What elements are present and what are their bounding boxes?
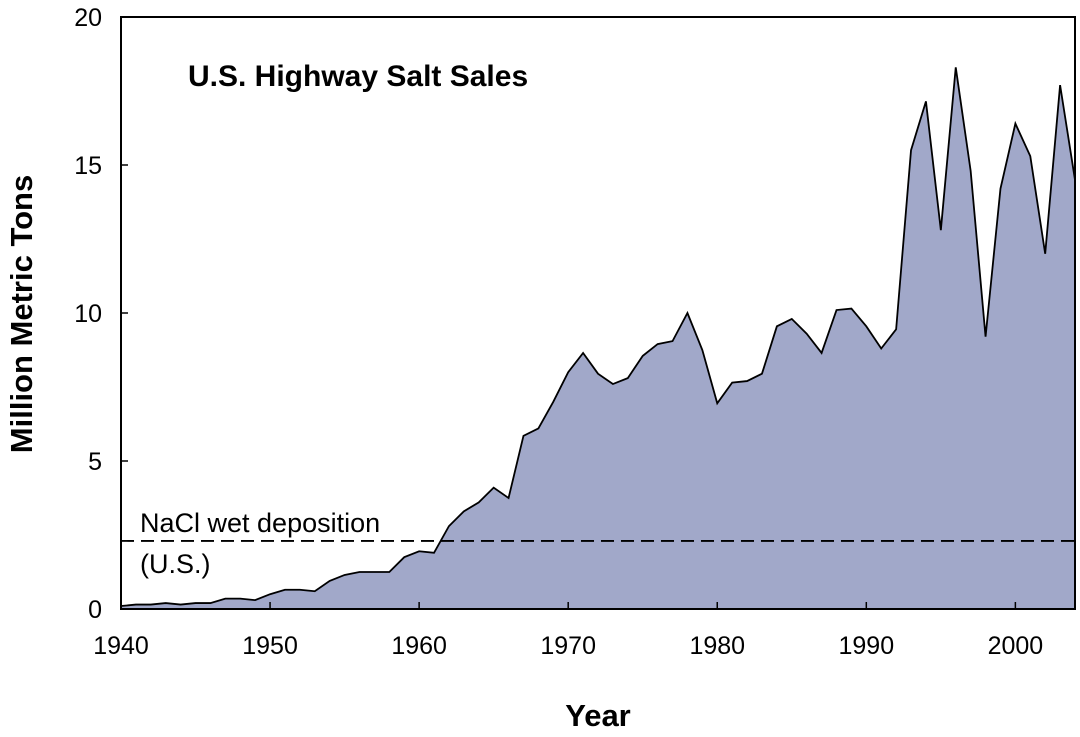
x-tick-label: 2000 [988,632,1044,660]
x-axis-title: Year [565,698,631,733]
y-tick-label: 0 [88,596,102,624]
y-tick-label: 15 [74,152,102,180]
y-tick-label: 10 [74,300,102,328]
reference-line-label: NaCl wet deposition [140,508,380,538]
chart-title: U.S. Highway Salt Sales [188,60,528,93]
ticks-layer: 1940 1950 1960 1970 1980 1990 2000 0 5 10 15 20 [74,4,1043,660]
y-tick-label: 5 [88,448,102,476]
x-tick-label: 1950 [242,632,298,660]
y-axis-title: Million Metric Tons [4,175,39,453]
x-tick-label: 1940 [93,632,149,660]
x-tick-label: 1970 [540,632,596,660]
area-fill [121,67,1075,609]
x-tick-label: 1980 [689,632,745,660]
x-tick-label: 1960 [391,632,447,660]
series-line [120,67,1076,607]
x-tick-label: 1990 [839,632,895,660]
area-layer [120,67,1076,609]
y-tick-label: 20 [74,4,102,32]
reference-line-label-sub: (U.S.) [140,549,211,579]
